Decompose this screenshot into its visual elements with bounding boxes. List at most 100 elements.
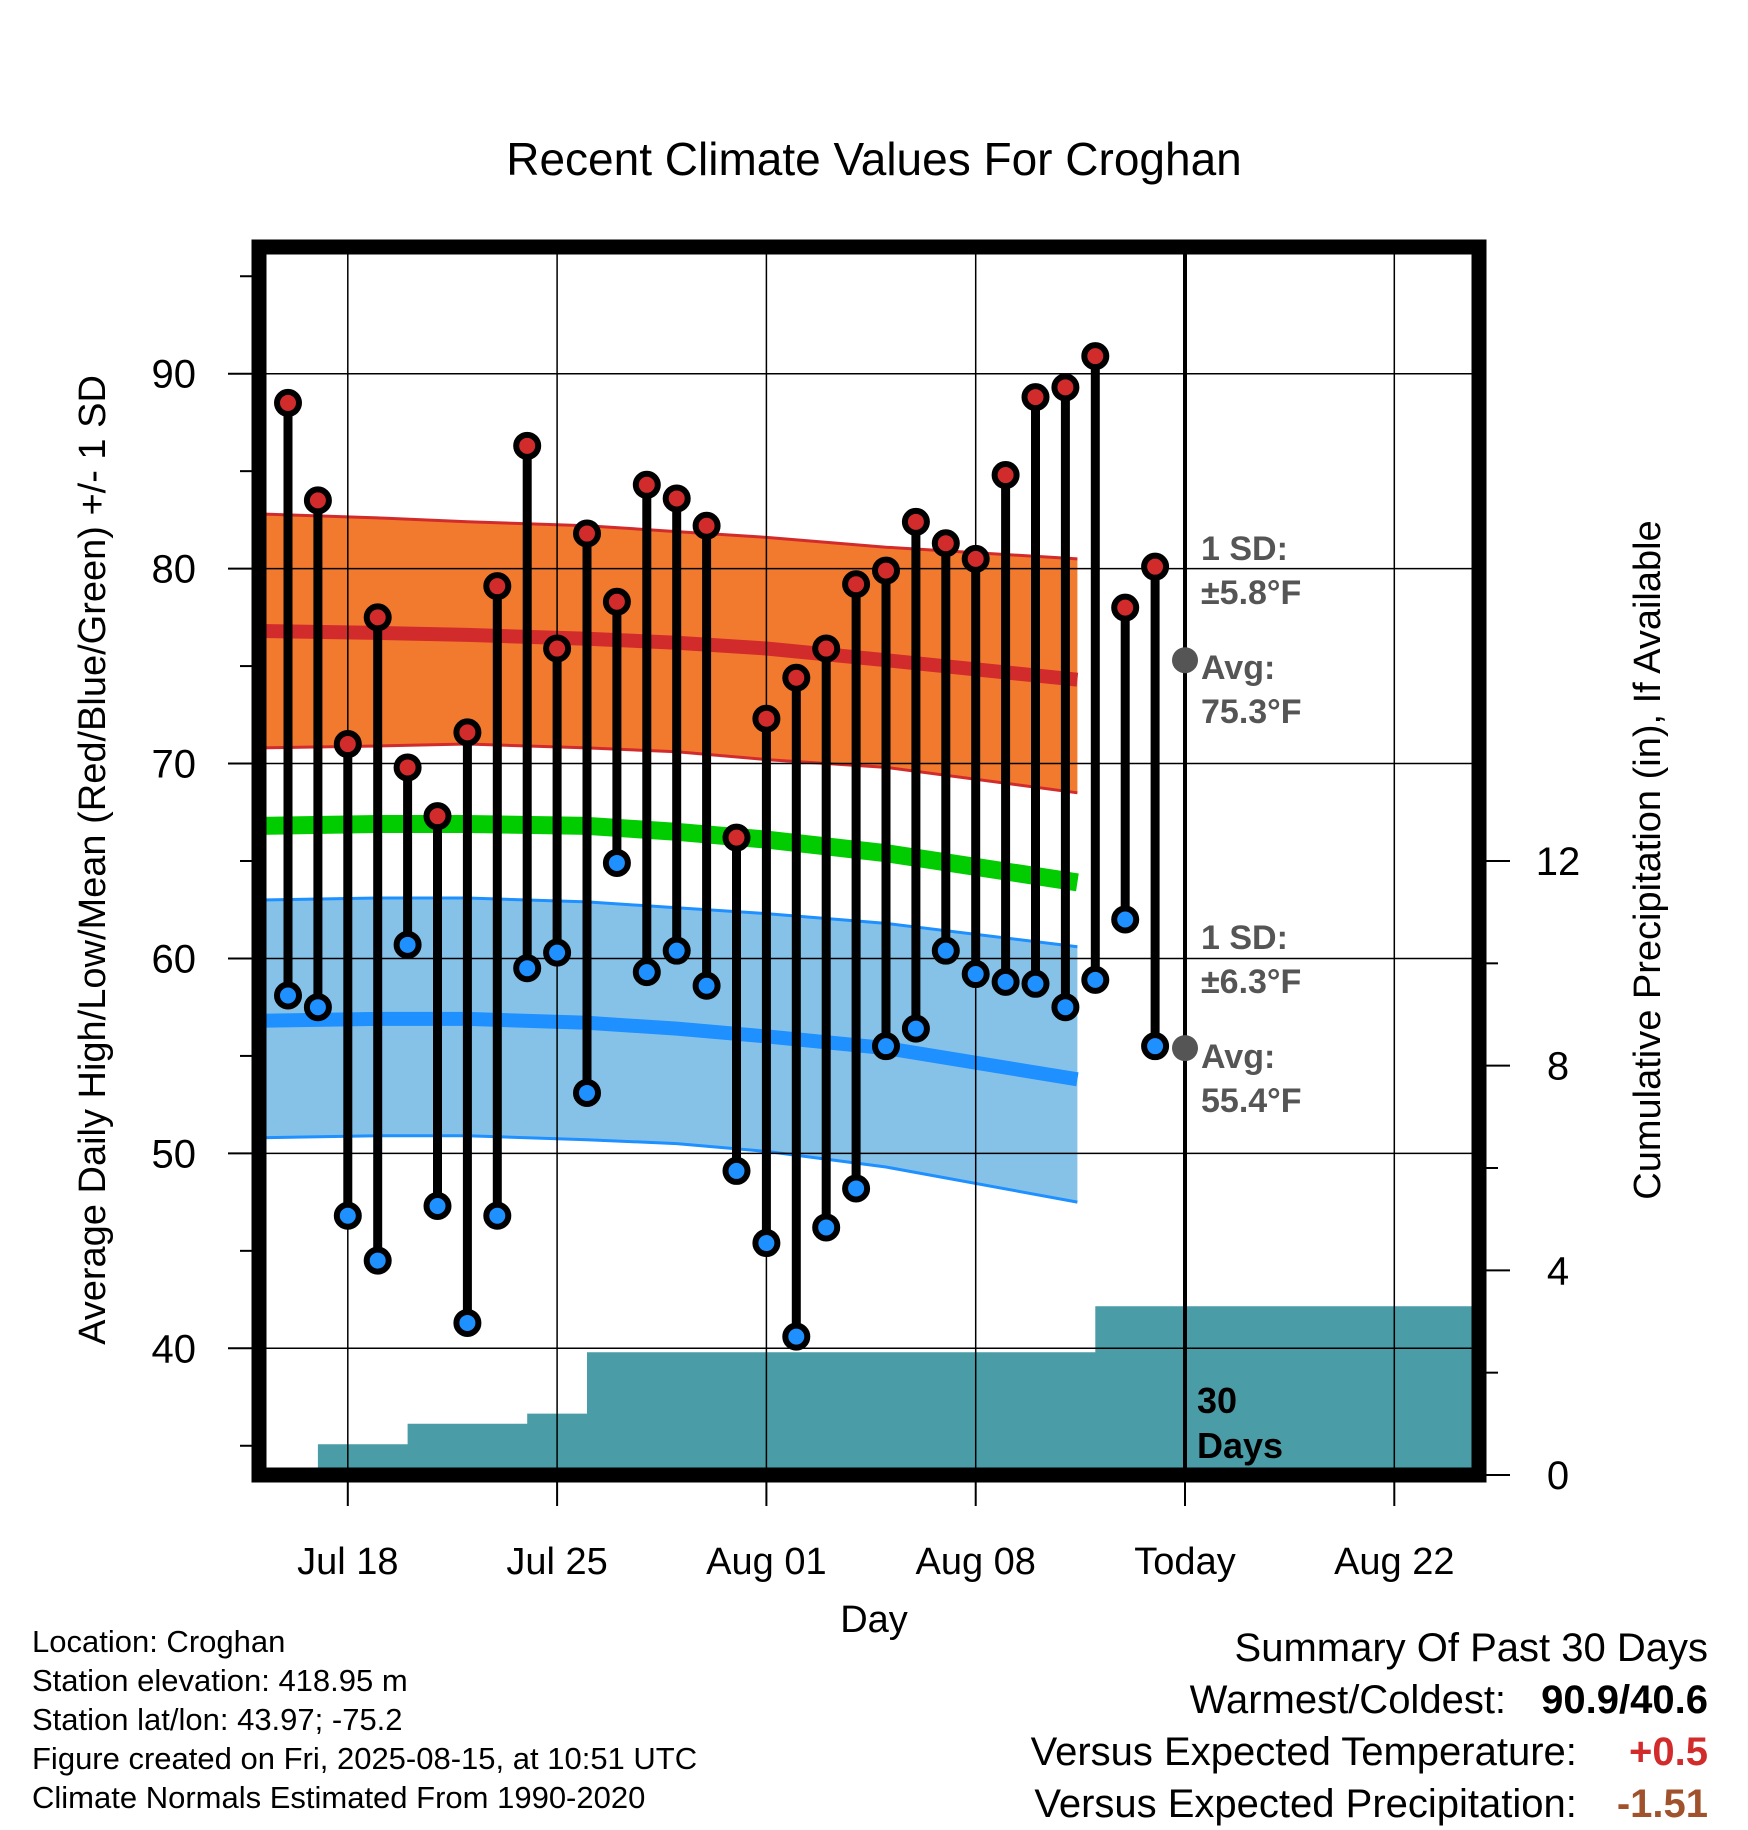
- summary-warmest-row: Warmest/Coldest: 90.9/40.6: [1031, 1674, 1708, 1726]
- high-point: [632, 470, 661, 499]
- y2-tick-label: 8: [1547, 1045, 1569, 1089]
- high-point: [333, 730, 362, 759]
- y2-tick-label: 12: [1536, 840, 1581, 884]
- low-sd-upper-line: [261, 896, 1078, 949]
- high-point: [1051, 373, 1080, 402]
- x-tick-label: Aug 01: [706, 1541, 826, 1583]
- summary-temp-row: Versus Expected Temperature: +0.5: [1031, 1726, 1708, 1778]
- y-tick-label: 60: [152, 937, 197, 981]
- low-point: [274, 981, 302, 1010]
- summary-panel: Summary Of Past 30 Days Warmest/Coldest:…: [1031, 1622, 1708, 1830]
- today-high-normal-point: [1172, 647, 1198, 674]
- high-point: [872, 556, 900, 585]
- low-point: [513, 954, 542, 983]
- high-sd-upper-line: [261, 512, 1078, 561]
- plot-frame: [251, 239, 1487, 1483]
- normal-high-line: [260, 624, 1079, 687]
- latlon-text: Station lat/lon: 43.97; -75.2: [32, 1702, 403, 1737]
- y-tick-label: 70: [152, 743, 197, 787]
- high-point: [722, 823, 751, 852]
- low-point: [812, 1213, 841, 1242]
- low-point: [901, 1014, 930, 1043]
- low-point: [333, 1201, 362, 1230]
- low-point: [752, 1229, 781, 1258]
- location-text: Location: Croghan: [32, 1624, 286, 1659]
- temp-label: Versus Expected Temperature:: [1030, 1730, 1577, 1774]
- high-point: [363, 603, 392, 632]
- low-point: [782, 1322, 811, 1351]
- low-avg-label: Avg:: [1201, 1038, 1275, 1076]
- low-point: [363, 1246, 392, 1275]
- y-axis-label: Average Daily High/Low/Mean (Red/Blue/Gr…: [72, 375, 114, 1345]
- low-point: [632, 958, 661, 987]
- high-point: [1111, 593, 1140, 622]
- created-text: Figure created on Fri, 2025-08-15, at 10…: [32, 1741, 698, 1776]
- temp-value: +0.5: [1629, 1730, 1708, 1774]
- high-point: [543, 634, 572, 663]
- y-tick-label: 90: [152, 353, 197, 397]
- low-point: [453, 1308, 482, 1337]
- precip-days-number: 30: [1197, 1380, 1237, 1421]
- high-point: [901, 507, 930, 536]
- low-point: [483, 1201, 512, 1230]
- high-point: [483, 572, 512, 601]
- summary-title: Summary Of Past 30 Days: [1234, 1626, 1708, 1670]
- low-point: [692, 971, 721, 1000]
- precip-value: -1.51: [1616, 1782, 1708, 1826]
- y2-tick-label: 4: [1547, 1249, 1569, 1293]
- precip-label: Versus Expected Precipitation:: [1034, 1782, 1577, 1826]
- low-point: [872, 1032, 900, 1061]
- high-avg-value: 75.3°F: [1201, 693, 1302, 731]
- normals-text: Climate Normals Estimated From 1990-2020: [32, 1780, 646, 1815]
- low-point: [423, 1192, 452, 1221]
- high-point: [961, 544, 990, 573]
- high-avg-label: Avg:: [1201, 649, 1275, 687]
- low-point: [1051, 993, 1080, 1022]
- low-point: [722, 1156, 751, 1185]
- x-tick-label: Aug 08: [915, 1541, 1035, 1583]
- high-point: [782, 663, 811, 692]
- low-point: [393, 930, 422, 959]
- low-sd-value: ±6.3°F: [1201, 963, 1301, 1001]
- plot-area: 1 SD: ±5.8°F Avg: 75.3°F 1 SD: ±6.3°F Avg: 55.4…: [259, 247, 1479, 1475]
- low-point: [842, 1174, 871, 1203]
- normal-low-line: [260, 1011, 1079, 1087]
- high-point: [453, 718, 482, 747]
- low-point: [1081, 965, 1110, 994]
- low-avg-value: 55.4°F: [1201, 1082, 1302, 1120]
- high-point: [423, 802, 452, 831]
- low-point: [1021, 969, 1050, 998]
- high-point: [842, 570, 871, 599]
- low-point: [602, 848, 631, 877]
- high-point: [274, 388, 302, 417]
- y-tick-label: 50: [152, 1132, 197, 1176]
- warmest-label: Warmest/Coldest:: [1189, 1678, 1507, 1722]
- high-sd-label: 1 SD:: [1201, 530, 1288, 568]
- low-sd-label: 1 SD:: [1201, 919, 1288, 957]
- high-point: [393, 753, 422, 782]
- low-point: [303, 993, 332, 1022]
- x-axis-label: Day: [840, 1599, 908, 1641]
- precip-area: [259, 1306, 1479, 1475]
- high-sd-value: ±5.8°F: [1201, 574, 1301, 612]
- high-point: [513, 431, 542, 460]
- high-point: [1021, 383, 1050, 412]
- x-tick-label: Today: [1134, 1541, 1235, 1583]
- x-tick-label: Aug 22: [1334, 1541, 1454, 1583]
- warmest-value: 90.9/40.6: [1541, 1678, 1708, 1722]
- high-point: [602, 587, 631, 616]
- low-point: [991, 967, 1020, 996]
- low-point: [1141, 1032, 1170, 1061]
- x-tick-label: Jul 18: [297, 1541, 398, 1583]
- high-point: [1081, 342, 1110, 371]
- high-point: [931, 529, 960, 558]
- high-point: [573, 519, 601, 548]
- y-tick-label: 80: [152, 548, 197, 592]
- high-point: [1141, 552, 1170, 581]
- low-point: [931, 936, 960, 965]
- chart-title: Recent Climate Values For Croghan: [506, 133, 1241, 185]
- today-low-normal-point: [1172, 1035, 1198, 1062]
- low-point: [662, 936, 691, 965]
- high-point: [692, 511, 721, 540]
